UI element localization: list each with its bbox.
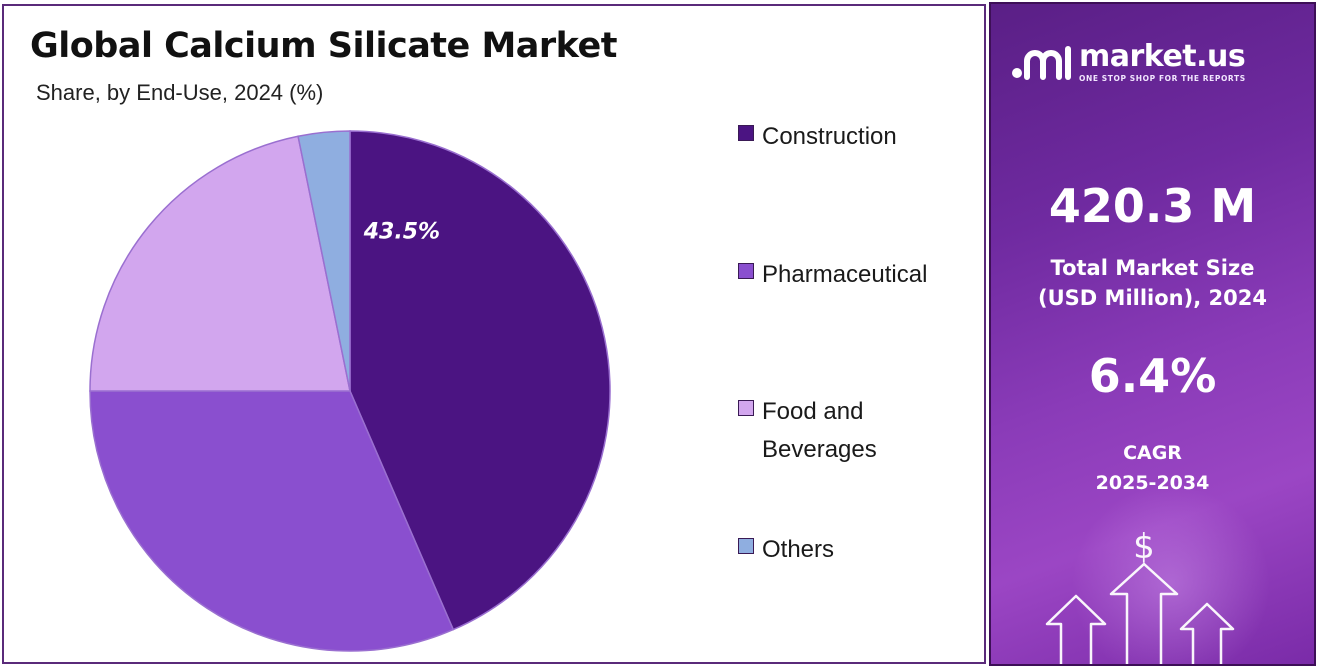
pie-slice-food-and-beverages bbox=[89, 135, 351, 392]
legend-label-construction: Construction bbox=[762, 123, 897, 150]
legend-swatch-pharmaceutical bbox=[738, 263, 754, 279]
brand-name: market.us bbox=[1079, 39, 1246, 74]
growth-arrows-icon: $ bbox=[1045, 527, 1235, 664]
cagr-label-line1: CAGR bbox=[1123, 442, 1182, 464]
brand-tagline: ONE STOP SHOP FOR THE REPORTS bbox=[1079, 74, 1246, 83]
chart-title: Global Calcium Silicate Market bbox=[30, 26, 617, 66]
legend-item-pharmaceutical: Pharmaceutical bbox=[738, 256, 978, 294]
market-size-label: Total Market Size (USD Million), 2024 bbox=[991, 253, 1314, 313]
market-size-stat: 420.3 M bbox=[991, 179, 1314, 233]
market-size-value: 420.3 M bbox=[1048, 179, 1257, 233]
legend-item-food-and-beverages: Food and Beverages bbox=[738, 393, 978, 469]
dollar-icon: $ bbox=[1133, 527, 1155, 567]
summary-panel: market.us ONE STOP SHOP FOR THE REPORTS … bbox=[989, 2, 1316, 666]
legend-swatch-others bbox=[738, 538, 754, 554]
legend-label-food-line1: Food and bbox=[762, 398, 864, 425]
legend-swatch-food-and-beverages bbox=[738, 400, 754, 416]
market-size-label-line1: Total Market Size bbox=[1050, 256, 1255, 280]
market-size-label-line2: (USD Million), 2024 bbox=[1038, 286, 1267, 310]
pie-slice-construction bbox=[349, 130, 611, 631]
legend-item-others: Others bbox=[738, 531, 978, 569]
cagr-value: 6.4% bbox=[1088, 349, 1217, 403]
legend-item-construction: Construction bbox=[738, 118, 978, 156]
cagr-label-line2: 2025-2034 bbox=[1095, 472, 1210, 494]
chart-subtitle: Share, by End-Use, 2024 (%) bbox=[36, 80, 324, 105]
chart-panel: Global Calcium Silicate Market Share, by… bbox=[2, 4, 986, 664]
cagr-stat: 6.4% bbox=[991, 349, 1314, 403]
pie-data-label-construction: 43.5% bbox=[363, 219, 440, 244]
cagr-label: CAGR 2025-2034 bbox=[991, 438, 1314, 498]
legend-label-food-line2: Beverages bbox=[762, 436, 877, 463]
legend-label-pharmaceutical: Pharmaceutical bbox=[762, 261, 928, 288]
brand: market.us ONE STOP SHOP FOR THE REPORTS bbox=[1011, 42, 1246, 83]
legend-label-others: Others bbox=[762, 536, 835, 563]
legend-swatch-construction bbox=[738, 125, 754, 141]
pie-slice-others bbox=[297, 130, 351, 392]
pie-slice-pharmaceutical bbox=[89, 390, 455, 652]
legend-label-food-and-beverages: Food and Beverages bbox=[762, 393, 877, 469]
pie-chart: 43.5% bbox=[89, 130, 611, 652]
background-glow bbox=[1071, 484, 1271, 664]
market-us-logo-icon bbox=[1012, 45, 1071, 80]
